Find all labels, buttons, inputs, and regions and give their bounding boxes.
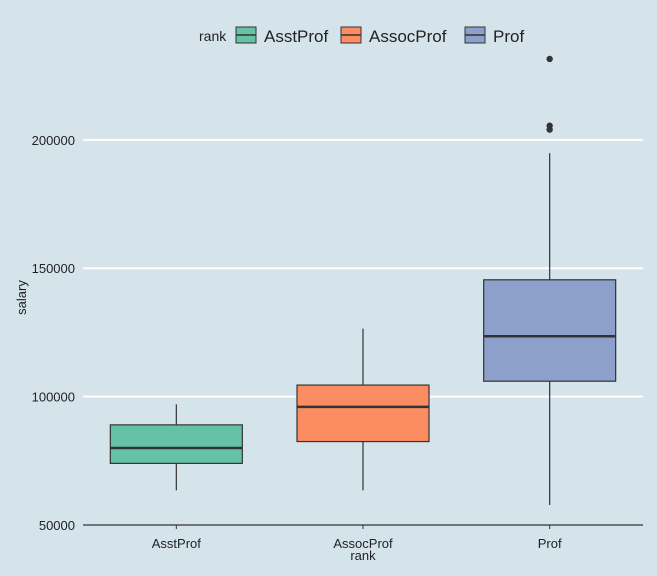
outlier-point — [546, 55, 553, 63]
box-iqr — [296, 384, 430, 443]
y-axis-title: salary — [14, 280, 29, 315]
legend-title: rank — [199, 28, 227, 44]
x-axis-title: rank — [350, 548, 376, 563]
y-tick-label: 50000 — [39, 518, 75, 533]
x-tick-label: AsstProf — [152, 536, 202, 551]
legend-item-assocprof: AssocProf — [340, 26, 447, 46]
x-tick-label: Prof — [538, 536, 562, 551]
y-tick-label: 150000 — [32, 261, 75, 276]
legend-label: Prof — [493, 27, 524, 46]
legend-label: AsstProf — [264, 27, 329, 46]
legend-item-prof: Prof — [464, 26, 524, 46]
legend-label: AssocProf — [369, 27, 447, 46]
y-axis-ticks: 50000 100000 150000 200000 — [32, 133, 75, 533]
y-tick-label: 100000 — [32, 390, 75, 405]
box-asstprof — [109, 404, 243, 491]
box-iqr — [109, 424, 243, 464]
box-iqr — [483, 279, 617, 382]
legend: rank AsstProf AssocProf Prof — [199, 26, 524, 46]
boxes — [109, 55, 617, 505]
legend-item-asstprof: AsstProf — [235, 26, 329, 46]
x-axis-ticks: AsstProf AssocProf Prof — [152, 525, 562, 551]
outlier-point — [546, 122, 553, 129]
box-assocprof — [296, 328, 430, 491]
y-tick-label: 200000 — [32, 133, 75, 148]
x-tick-label: AssocProf — [333, 536, 393, 551]
box-prof — [483, 55, 617, 505]
